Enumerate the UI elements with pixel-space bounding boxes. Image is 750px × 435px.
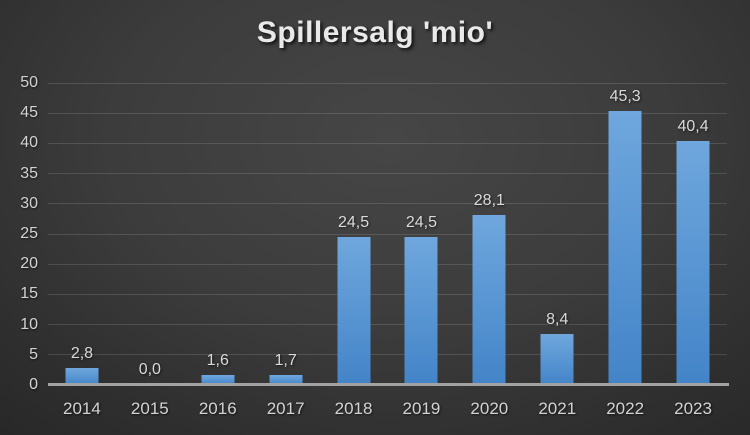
bar-value-label: 28,1 — [473, 192, 505, 210]
bar — [65, 368, 99, 385]
x-tick-label: 2015 — [130, 399, 169, 418]
y-tick-label: 25 — [20, 225, 38, 242]
bar-slot: 40,4 — [659, 83, 727, 385]
y-tick-label: 40 — [20, 134, 38, 152]
bar-value-label: 2,8 — [70, 345, 94, 363]
bar — [269, 374, 303, 385]
bar-slot: 2,8 — [48, 83, 116, 385]
bar-value-label: 40,4 — [677, 117, 709, 135]
gridline — [48, 142, 727, 144]
chart-title: Spillersalg 'mio' — [256, 16, 494, 49]
bar-value-label: 0,0 — [138, 360, 161, 378]
bar-slot: 28,1 — [455, 83, 523, 385]
bar-slot: 24,5 — [388, 83, 456, 385]
x-tick-label: 2022 — [606, 399, 645, 418]
gridline — [48, 112, 727, 114]
y-tick-label: 30 — [20, 194, 38, 212]
x-tick-label: 2021 — [538, 399, 577, 418]
bar — [472, 215, 506, 385]
bar — [201, 375, 235, 385]
y-tick-label: 20 — [20, 255, 38, 273]
x-tick-label: 2017 — [266, 399, 305, 418]
bar — [404, 237, 438, 385]
y-tick-label: 50 — [20, 74, 38, 91]
bar — [676, 140, 710, 385]
bar-slot: 45,3 — [591, 83, 659, 385]
bar-slot: 1,6 — [184, 83, 252, 385]
x-axis-line — [48, 383, 729, 386]
x-tick-label: 2018 — [334, 399, 373, 418]
bar-value-label: 1,6 — [206, 352, 229, 370]
y-tick-label: 0 — [29, 376, 38, 393]
bar — [540, 334, 574, 385]
x-tick-label: 2016 — [198, 399, 237, 418]
bar-slot: 8,4 — [523, 83, 591, 385]
gridline — [48, 354, 727, 356]
x-tick-label: 2023 — [674, 399, 712, 418]
bar — [337, 237, 371, 385]
bar-slot: 24,5 — [320, 83, 388, 385]
bar-value-label: 8,4 — [546, 311, 569, 329]
bar-value-label: 45,3 — [609, 88, 641, 106]
gridline — [48, 173, 727, 175]
bar-slot: 1,7 — [252, 83, 320, 385]
y-tick-label: 45 — [20, 104, 38, 122]
y-tick-label: 35 — [20, 164, 38, 182]
bar-slot: 0,0 — [116, 83, 184, 385]
bar-value-label: 1,7 — [274, 351, 297, 369]
gridline — [48, 233, 727, 235]
y-tick-label: 5 — [29, 345, 38, 363]
x-tick-label: 2020 — [470, 399, 509, 418]
gridline — [48, 324, 727, 326]
x-tick-label: 2019 — [402, 399, 441, 418]
gridline — [48, 203, 727, 205]
x-tick-label: 2014 — [63, 399, 101, 418]
bar-value-label: 24,5 — [405, 214, 438, 232]
y-tick-label: 15 — [20, 285, 38, 303]
gridline — [48, 263, 727, 265]
plot-area: 2,8 0,0 1,6 1,7 24,5 24,5 28,1 8,4 45,3 40,4 — [48, 82, 727, 385]
bar — [608, 111, 642, 385]
gridline — [48, 82, 727, 84]
gridline — [48, 293, 727, 295]
bar-value-label: 24,5 — [337, 214, 370, 232]
y-tick-label: 10 — [20, 315, 38, 333]
